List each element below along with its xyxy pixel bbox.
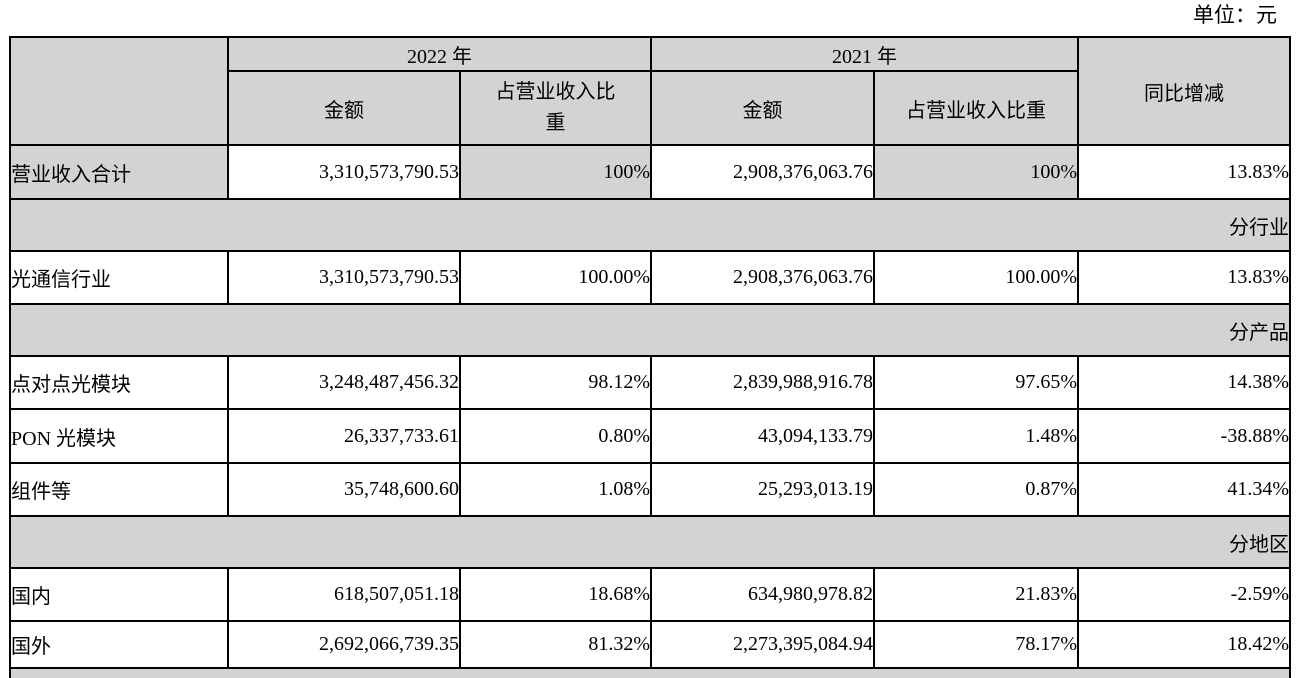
amount-2021-cell: 25,293,013.19 <box>650 462 875 517</box>
header-amount-2021: 金额 <box>650 70 875 146</box>
share-2021-cell: 100.00% <box>873 250 1079 305</box>
cutoff-strip-cell <box>9 667 1291 678</box>
amount-2022-cell: 3,248,487,456.32 <box>227 355 461 410</box>
share-2021-cell: 100% <box>873 144 1079 200</box>
yoy-cell: 13.83% <box>1077 250 1291 305</box>
section-row-by-region: 分地区 <box>9 515 1291 569</box>
row-label-cell: 光通信行业 <box>9 250 229 305</box>
revenue-breakdown-table: 2022 年 2021 年 同比增减 金额 占营业收入比重 金额 占营业收入比重… <box>9 36 1291 678</box>
yoy-cell: -2.59% <box>1077 567 1291 622</box>
yoy-cell: 13.83% <box>1077 144 1291 200</box>
unit-label: 单位：元 <box>1193 3 1277 27</box>
yoy-cell: 18.42% <box>1077 620 1291 669</box>
share-2022-cell: 100.00% <box>459 250 652 305</box>
amount-2022-cell: 35,748,600.60 <box>227 462 461 517</box>
row-label-cell: 国外 <box>9 620 229 669</box>
header-share-2022-text: 占营业收入比重 <box>495 81 616 134</box>
table-row-domestic: 国内 618,507,051.18 18.68% 634,980,978.82 … <box>9 567 1291 622</box>
share-2021-cell: 97.65% <box>873 355 1079 410</box>
amount-2022-cell: 618,507,051.18 <box>227 567 461 622</box>
table-row-p2p-modules: 点对点光模块 3,248,487,456.32 98.12% 2,839,988… <box>9 355 1291 410</box>
amount-2021-cell: 2,908,376,063.76 <box>650 250 875 305</box>
section-row-by-product: 分产品 <box>9 303 1291 357</box>
share-2021-cell: 78.17% <box>873 620 1079 669</box>
header-amount-2022: 金额 <box>227 70 461 146</box>
table-row-total-revenue: 营业收入合计 3,310,573,790.53 100% 2,908,376,0… <box>9 144 1291 200</box>
amount-2022-cell: 3,310,573,790.53 <box>227 144 461 200</box>
header-share-2022: 占营业收入比重 <box>459 70 652 146</box>
amount-2022-cell: 26,337,733.61 <box>227 408 461 464</box>
amount-2021-cell: 634,980,978.82 <box>650 567 875 622</box>
row-label-cell: PON 光模块 <box>9 408 229 464</box>
share-2022-cell: 98.12% <box>459 355 652 410</box>
row-label-cell: 营业收入合计 <box>9 144 229 200</box>
table-header-row-metrics: 金额 占营业收入比重 金额 占营业收入比重 <box>10 70 1290 146</box>
share-2021-cell: 0.87% <box>873 462 1079 517</box>
table-row-cutoff-strip <box>9 667 1291 678</box>
header-yoy-change: 同比增减 <box>1077 36 1291 146</box>
share-2022-cell: 81.32% <box>459 620 652 669</box>
amount-2021-cell: 43,094,133.79 <box>650 408 875 464</box>
section-label: 分地区 <box>9 515 1291 569</box>
header-share-2021: 占营业收入比重 <box>873 70 1079 146</box>
row-label-cell: 组件等 <box>9 462 229 517</box>
share-2022-cell: 18.68% <box>459 567 652 622</box>
share-2022-cell: 100% <box>459 144 652 200</box>
share-2021-cell: 21.83% <box>873 567 1079 622</box>
share-2022-cell: 0.80% <box>459 408 652 464</box>
table-row-pon-modules: PON 光模块 26,337,733.61 0.80% 43,094,133.7… <box>9 408 1291 464</box>
table-row-components: 组件等 35,748,600.60 1.08% 25,293,013.19 0.… <box>9 462 1291 517</box>
table-row-overseas: 国外 2,692,066,739.35 81.32% 2,273,395,084… <box>9 620 1291 669</box>
row-label-cell: 国内 <box>9 567 229 622</box>
share-2021-cell: 1.48% <box>873 408 1079 464</box>
amount-2021-cell: 2,908,376,063.76 <box>650 144 875 200</box>
table-row-optical-industry: 光通信行业 3,310,573,790.53 100.00% 2,908,376… <box>9 250 1291 305</box>
yoy-cell: 14.38% <box>1077 355 1291 410</box>
amount-2022-cell: 2,692,066,739.35 <box>227 620 461 669</box>
amount-2021-cell: 2,839,988,916.78 <box>650 355 875 410</box>
row-label-cell: 点对点光模块 <box>9 355 229 410</box>
section-row-by-industry: 分行业 <box>9 198 1291 252</box>
amount-2021-cell: 2,273,395,084.94 <box>650 620 875 669</box>
section-label: 分产品 <box>9 303 1291 357</box>
amount-2022-cell: 3,310,573,790.53 <box>227 250 461 305</box>
header-blank-cell <box>9 36 229 146</box>
header-year-2022: 2022 年 <box>227 36 652 72</box>
share-2022-cell: 1.08% <box>459 462 652 517</box>
yoy-cell: 41.34% <box>1077 462 1291 517</box>
header-year-2021: 2021 年 <box>650 36 1079 72</box>
yoy-cell: -38.88% <box>1077 408 1291 464</box>
table-header-row-years: 2022 年 2021 年 同比增减 <box>9 36 1291 146</box>
section-label: 分行业 <box>9 198 1291 252</box>
